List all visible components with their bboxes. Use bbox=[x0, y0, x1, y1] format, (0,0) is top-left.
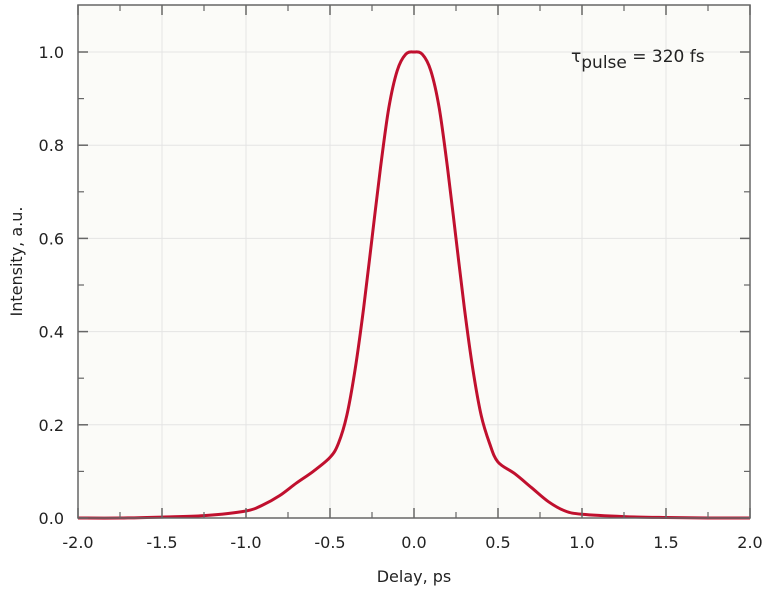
y-tick-label: 1.0 bbox=[39, 43, 64, 62]
x-tick-label: 2.0 bbox=[737, 533, 762, 552]
pulse-value: = 320 fs bbox=[627, 47, 705, 67]
x-tick-label: 0.5 bbox=[485, 533, 510, 552]
x-axis-tick-labels: -2.0 -1.5 -1.0 -0.5 0.0 0.5 1.0 1.5 2.0 bbox=[62, 533, 762, 552]
pulse-subscript: pulse bbox=[581, 53, 627, 73]
x-tick-label: -0.5 bbox=[314, 533, 345, 552]
x-tick-label: -1.0 bbox=[230, 533, 261, 552]
x-tick-label: -1.5 bbox=[146, 533, 177, 552]
intensity-curve bbox=[77, 50, 751, 520]
x-tick-label: -2.0 bbox=[62, 533, 93, 552]
axis-ticks bbox=[77, 5, 751, 519]
y-axis-title: Intensity, a.u. bbox=[7, 207, 26, 317]
y-axis-tick-labels: 0.0 0.2 0.4 0.6 0.8 1.0 bbox=[39, 43, 64, 528]
y-tick-label: 0.4 bbox=[39, 323, 64, 342]
grid-lines bbox=[78, 5, 750, 518]
pulse-duration-annotation: τpulse = 320 fs bbox=[571, 47, 705, 73]
y-tick-label: 0.0 bbox=[39, 509, 64, 528]
x-axis-title: Delay, ps bbox=[377, 567, 452, 586]
x-tick-label: 1.5 bbox=[653, 533, 678, 552]
y-tick-label: 0.2 bbox=[39, 416, 64, 435]
y-tick-label: 0.8 bbox=[39, 136, 64, 155]
tau-symbol: τ bbox=[571, 47, 581, 67]
x-tick-label: 0.0 bbox=[401, 533, 426, 552]
x-tick-label: 1.0 bbox=[569, 533, 594, 552]
y-tick-label: 0.6 bbox=[39, 229, 64, 248]
